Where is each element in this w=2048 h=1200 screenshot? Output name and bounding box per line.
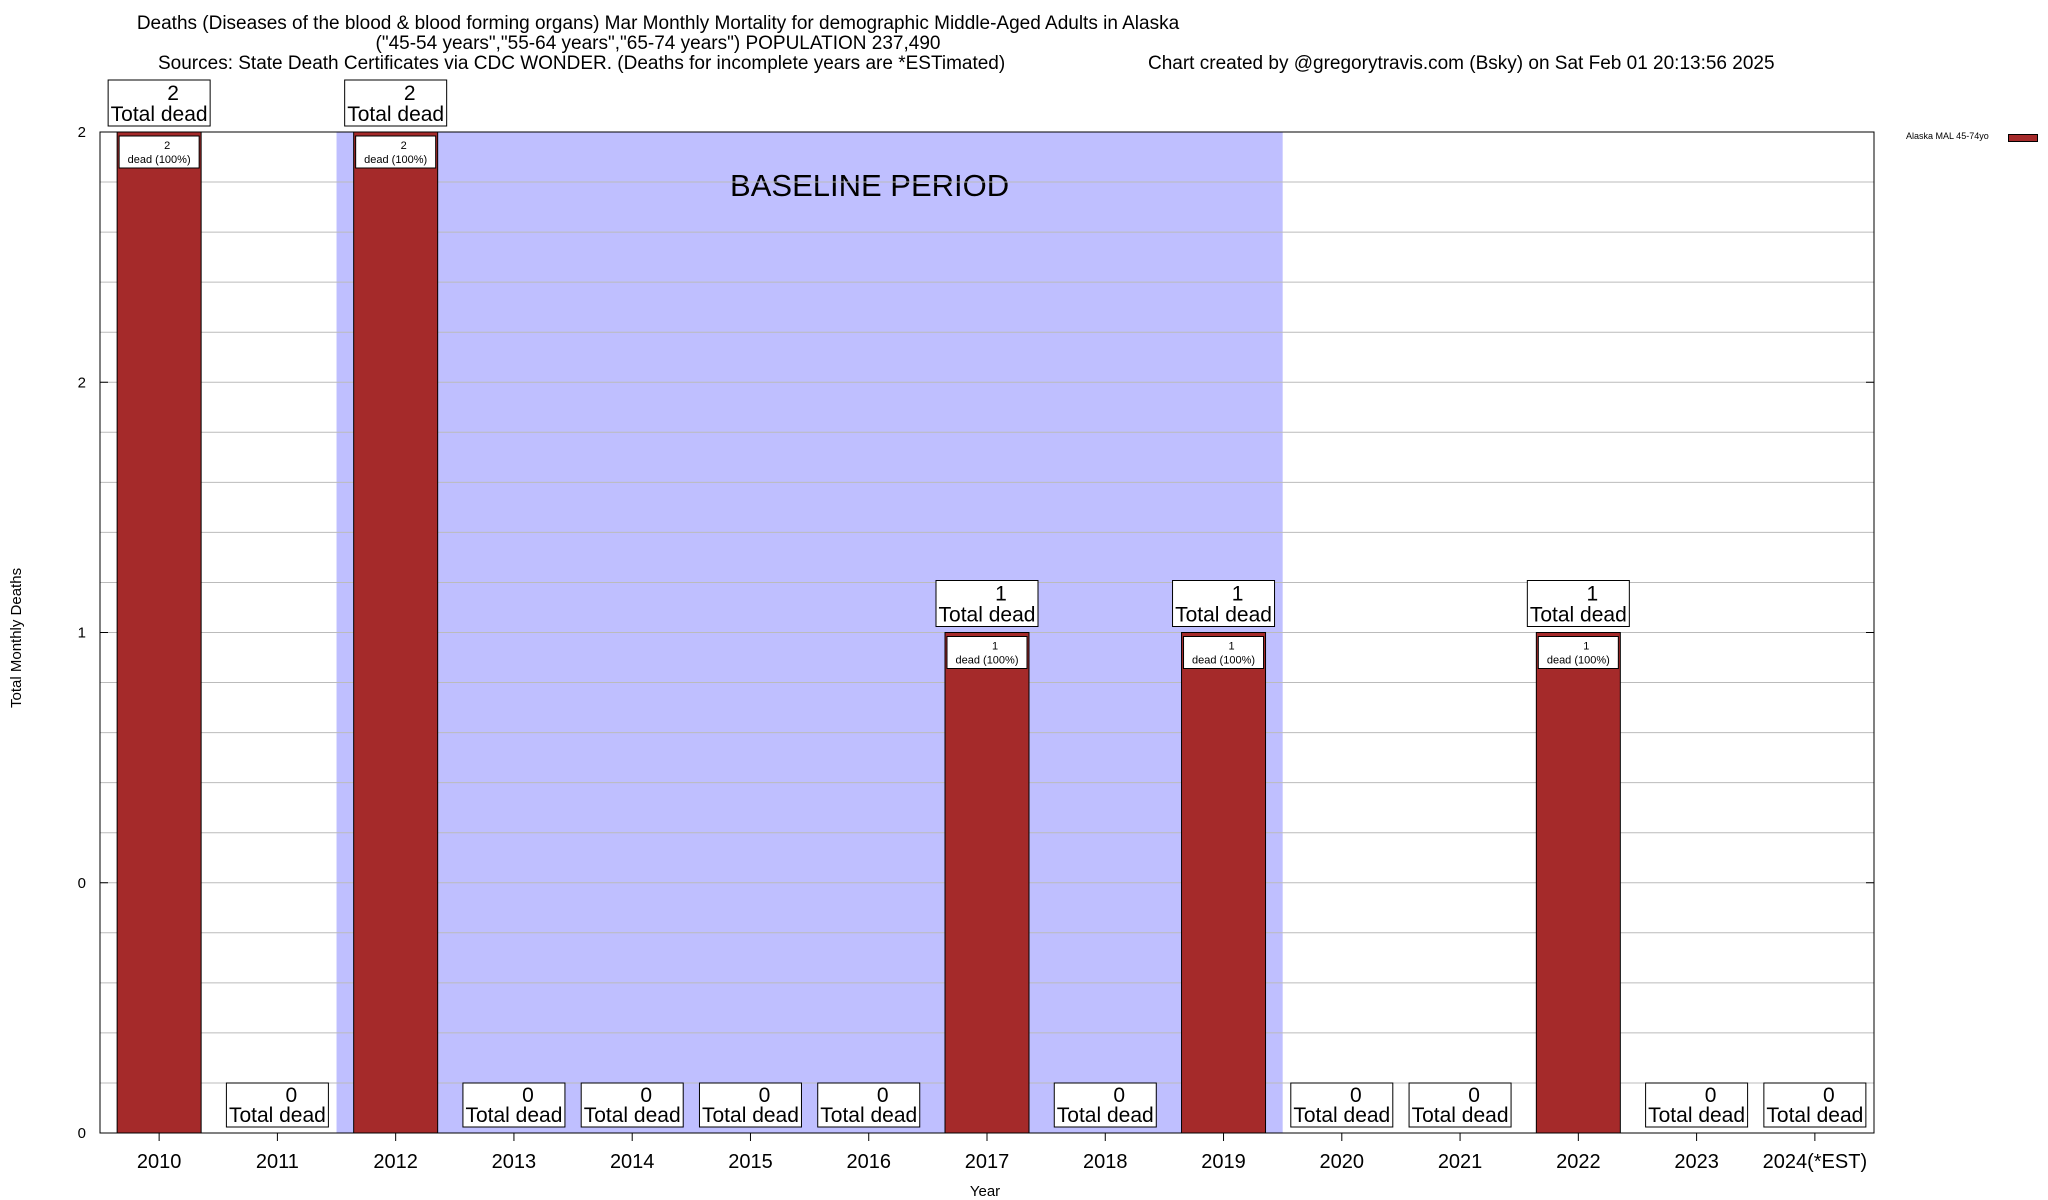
bar-top-value: 0: [286, 1084, 298, 1107]
bar-top-label-box: [1290, 1082, 1394, 1128]
bar-top-value: 0: [1705, 1084, 1717, 1107]
x-axis-label: Year: [969, 1183, 1001, 1200]
bar-inner-value: 2: [164, 140, 170, 152]
x-tick-label: 2017: [965, 1151, 1010, 1173]
chart-sources: Sources: State Death Certificates via CD…: [158, 53, 1006, 74]
y-tick-label: 0: [78, 875, 86, 892]
bar-top-label: Total dead: [584, 1104, 681, 1127]
bar-top-value: 1: [1586, 583, 1598, 606]
bar-top-label-box: [1408, 1082, 1512, 1128]
x-tick-label: 2019: [1201, 1151, 1246, 1173]
bar-top-label: Total dead: [111, 103, 208, 126]
legend-swatch: [2008, 134, 2038, 142]
bar-top-value: 0: [877, 1084, 889, 1107]
bar-top-label: Total dead: [229, 1104, 326, 1127]
bar-top-label-box: [1763, 1082, 1867, 1128]
legend-label: Alaska MAL 45-74yo: [1906, 131, 1989, 141]
bar: [353, 131, 439, 1134]
y-tick-label: 0: [78, 1125, 86, 1142]
bar: [1181, 632, 1267, 1134]
bar-inner-label-box: [1183, 636, 1265, 669]
bar-top-value: 0: [1113, 1084, 1125, 1107]
bar-top-label-box: [1526, 580, 1630, 627]
bar-inner-value: 1: [1228, 641, 1234, 653]
bar-inner-label-box: [355, 135, 437, 169]
chart-credit: Chart created by @gregorytravis.com (Bsk…: [1148, 53, 1775, 74]
bar-top-label-box: [1053, 1082, 1157, 1128]
x-tick-label: 2015: [728, 1151, 773, 1173]
bar-top-label: Total dead: [1293, 1104, 1390, 1127]
x-tick-label: 2010: [137, 1151, 182, 1173]
bar-top-label-box: [580, 1082, 684, 1128]
bar-top-label: Total dead: [347, 103, 444, 126]
bar-top-value: 0: [759, 1084, 771, 1107]
bar-top-label-box: [1172, 580, 1276, 627]
x-tick-label: 2022: [1556, 1151, 1601, 1173]
bar-top-value: 0: [522, 1084, 534, 1107]
x-tick-label: 2023: [1674, 1151, 1719, 1173]
bar-top-label: Total dead: [702, 1104, 799, 1127]
x-tick-label: 2014: [610, 1151, 655, 1173]
bar-top-label: Total dead: [1530, 604, 1627, 627]
x-tick-label: 2018: [1083, 1151, 1128, 1173]
bar-top-label: Total dead: [820, 1104, 917, 1127]
x-tick-label: 2020: [1320, 1151, 1365, 1173]
x-tick-label: 2013: [492, 1151, 537, 1173]
y-tick-label: 2: [78, 124, 86, 141]
bar-inner-value: 2: [401, 140, 407, 152]
bar-inner-label-box: [118, 135, 200, 169]
bar-top-label-box: [462, 1082, 566, 1128]
x-tick-label: 2016: [846, 1151, 891, 1173]
bar-inner-label: dead (100%): [364, 154, 427, 166]
x-tick-label: 2012: [373, 1151, 418, 1173]
bar-top-label-box: [107, 79, 211, 127]
bar-inner-label: dead (100%): [128, 154, 191, 166]
bar-top-value: 2: [167, 82, 179, 105]
plot-frame: [99, 131, 1875, 1134]
bar-top-label: Total dead: [1412, 1104, 1509, 1127]
x-tick-label: 2011: [256, 1151, 299, 1173]
bar-top-label-box: [344, 79, 448, 127]
bar-top-label-box: [817, 1082, 921, 1128]
bar-top-label-box: [698, 1082, 802, 1128]
y-tick-label: 2: [78, 374, 86, 391]
bar-inner-label: dead (100%): [1547, 655, 1610, 667]
bar-inner-label: dead (100%): [1192, 655, 1255, 667]
bar-top-label-box: [1645, 1082, 1749, 1128]
bar: [1535, 632, 1621, 1134]
bar-top-value: 0: [1350, 1084, 1362, 1107]
bar-inner-label-box: [1537, 636, 1619, 669]
bar-top-value: 2: [404, 82, 416, 105]
bar-top-label: Total dead: [1648, 1104, 1745, 1127]
bar-inner-label-box: [946, 636, 1028, 669]
bar-top-label: Total dead: [939, 604, 1036, 627]
chart-title: Deaths (Diseases of the blood & blood fo…: [136, 13, 1180, 34]
y-axis-label: Total Monthly Deaths: [8, 567, 25, 708]
bar-top-label: Total dead: [1057, 1104, 1154, 1127]
bar: [944, 632, 1030, 1134]
bar-top-label-box: [935, 580, 1039, 627]
bar-inner-value: 1: [992, 641, 998, 653]
bar-top-label: Total dead: [465, 1104, 562, 1127]
bar-top-value: 0: [1468, 1084, 1480, 1107]
chart-subtitle: ("45-54 years","55-64 years","65-74 year…: [375, 33, 941, 54]
bar: [116, 131, 202, 1134]
x-tick-label: 2024(*EST): [1763, 1151, 1868, 1173]
bar-top-value: 0: [1823, 1084, 1835, 1107]
bar-top-value: 0: [640, 1084, 652, 1107]
bar-top-value: 1: [1232, 583, 1244, 606]
bar-top-label: Total dead: [1766, 1104, 1863, 1127]
bar-top-label: Total dead: [1175, 604, 1272, 627]
bar-top-label-box: [225, 1082, 329, 1128]
bar-inner-value: 1: [1583, 641, 1589, 653]
x-tick-label: 2021: [1438, 1151, 1483, 1173]
baseline-period-label: BASELINE PERIOD: [730, 168, 1009, 203]
bar-inner-label: dead (100%): [956, 655, 1019, 667]
bar-top-value: 1: [995, 583, 1007, 606]
y-tick-label: 1: [78, 625, 86, 642]
